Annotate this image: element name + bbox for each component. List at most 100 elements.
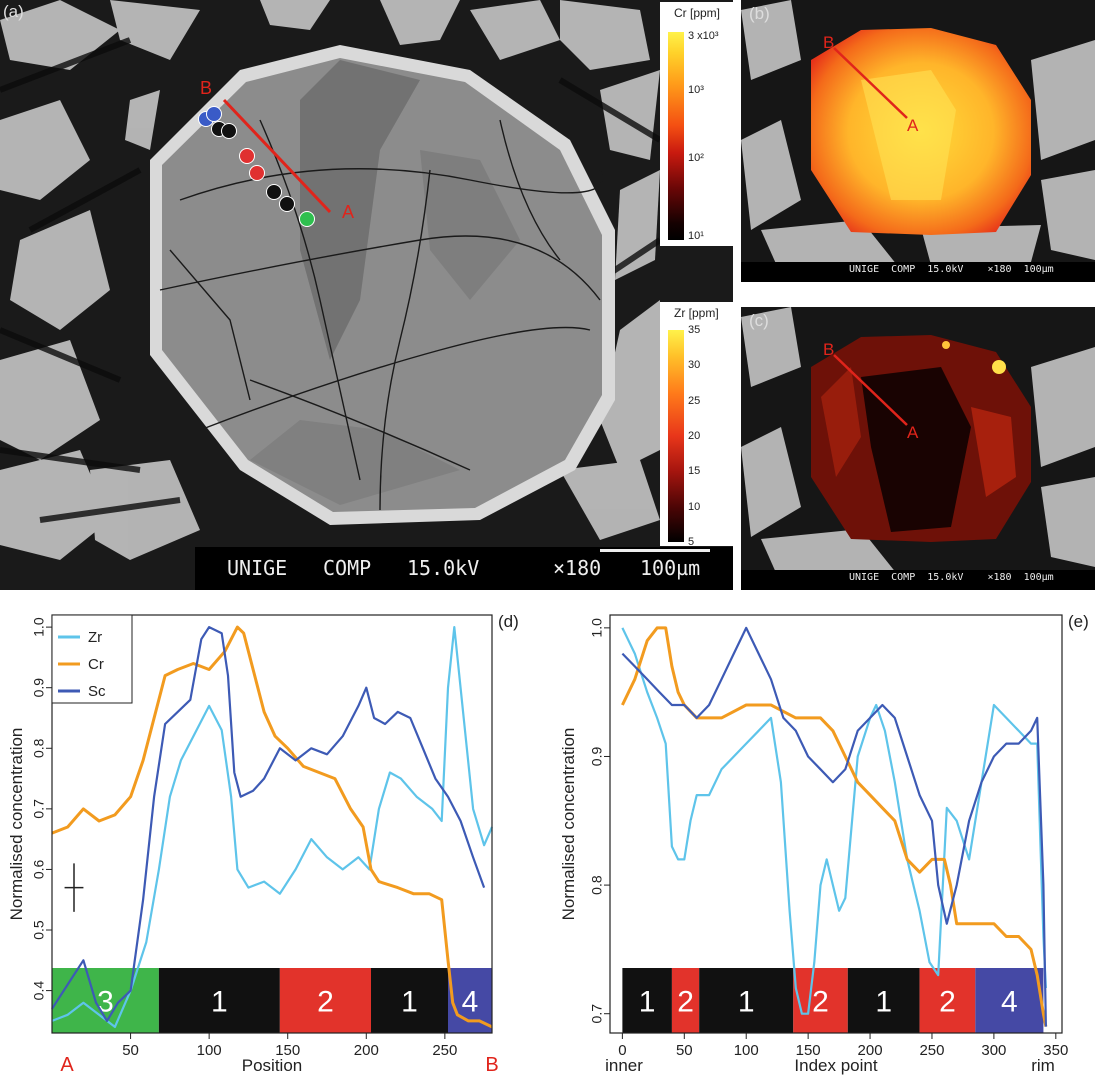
zone-label: 2 (939, 986, 956, 1019)
x-tick-label: 300 (981, 1042, 1006, 1059)
analysis-spot (206, 106, 222, 122)
sem-detector: UNIGE (227, 556, 288, 580)
sem-mag: ×180 (553, 556, 602, 580)
zone-label: 1 (211, 986, 228, 1019)
zr-tick: 15 (688, 465, 701, 478)
panel-c-texture (741, 307, 1095, 590)
zone-block (671, 968, 700, 1033)
x-tick-label: 150 (275, 1042, 300, 1059)
zr-tick: 10 (688, 500, 701, 513)
x-tick-label: 50 (676, 1042, 693, 1059)
zone-block (847, 968, 920, 1033)
analysis-spot (266, 184, 282, 200)
panel-label: (d) (498, 612, 519, 631)
zr-tick: 35 (688, 324, 701, 336)
legend-label-zr: Zr (88, 629, 102, 646)
y-tick-label: 0.4 (31, 981, 47, 1001)
series-line-cr (51, 625, 493, 1029)
panel-e-chart: 1 2 1 2 1 2 40 50 100 150 200 250 300 3500.70.80.91.0… (560, 612, 1089, 1075)
profile-start-label: A (60, 1054, 74, 1076)
y-axis-label: Normalised concentration (7, 728, 26, 921)
analysis-spot (239, 148, 255, 164)
cr-colorbar-box: Cr [ppm] 3 x10³ 10³ 10² 10¹ (660, 2, 733, 246)
x-tick-label: 250 (919, 1042, 944, 1059)
x-tick-label: 200 (354, 1042, 379, 1059)
zone-label: 2 (677, 986, 694, 1019)
sem-mode: COMP (323, 556, 372, 580)
series-line-cr (621, 626, 1048, 1027)
point-a-label-a: A (342, 202, 355, 222)
series-line-sc (621, 626, 1047, 1027)
y-tick-label: 0.9 (31, 678, 47, 698)
analysis-spot (299, 211, 315, 227)
zr-colorbar-gradient (668, 330, 684, 542)
sem-scale: 100µm (640, 556, 701, 580)
zone-block (793, 968, 848, 1033)
zr-colorbar-box: Zr [ppm] 35 30 25 20 15 10 5 (660, 302, 733, 548)
zone-label: 2 (812, 986, 829, 1019)
panel-b-texture (741, 0, 1095, 282)
zr-tick: 5 (688, 535, 695, 548)
y-tick-label: 1.0 (589, 618, 605, 638)
x-tick-label: 250 (432, 1042, 457, 1059)
zone-block (52, 968, 159, 1033)
panel-a-texture (0, 0, 733, 590)
analysis-spot (221, 123, 237, 139)
series-line-sc (51, 626, 486, 1022)
zr-colorbar-title: Zr [ppm] (674, 306, 719, 320)
legend-label-sc: Sc (88, 683, 106, 700)
zr-tick: 20 (688, 429, 701, 442)
panel-a-bse-image: (a) B A Cr [ppm] 3 x10³ 10³ 10² 10¹ Zr [… (0, 0, 733, 590)
x-axis-label: Position (242, 1056, 302, 1075)
zone-label: 4 (1001, 986, 1018, 1019)
cr-colorbar-title: Cr [ppm] (674, 6, 721, 20)
zone-block (975, 968, 1044, 1033)
series-line-zr (51, 626, 494, 1028)
zr-tick: 25 (688, 394, 701, 407)
zone-label: 4 (462, 986, 479, 1019)
cr-tick-3: 10¹ (688, 230, 704, 242)
legend: Zr Cr Sc (51, 614, 133, 704)
panel-b-cr-map: (b) B A UNIGE COMP 15.0kV ×180 100µm (741, 0, 1095, 282)
x-tick-label: 350 (1043, 1042, 1068, 1059)
point-b-label-b: B (823, 33, 835, 52)
x-tick-label: 150 (796, 1042, 821, 1059)
sem-kv: 15.0kV (407, 556, 480, 580)
plot-frame (609, 614, 1063, 1034)
y-axis-label: Normalised concentration (560, 728, 578, 921)
sem-info-bar-b: UNIGE COMP 15.0kV ×180 100µm (849, 264, 1054, 275)
sem-info-bar-c: UNIGE COMP 15.0kV ×180 100µm (849, 572, 1054, 583)
x-tick-label: 0 (618, 1042, 626, 1059)
profile-line-a (222, 98, 332, 214)
panel-c-label: (c) (749, 311, 769, 330)
profile-line-b (833, 47, 908, 119)
zone-block (279, 968, 371, 1033)
profile-line-c (833, 354, 908, 426)
analysis-spot (279, 196, 295, 212)
y-tick-label: 1.0 (31, 617, 47, 637)
x-tick-label: 100 (734, 1042, 759, 1059)
analysis-spots (0, 0, 733, 590)
point-b-label-c: B (823, 340, 835, 359)
point-a-label-b: A (907, 116, 919, 135)
zone-block (371, 968, 448, 1033)
y-tick-label: 0.8 (31, 738, 47, 758)
cr-tick-1: 10³ (688, 84, 704, 96)
cr-tick-0: 3 x10³ (688, 30, 719, 42)
zone-label: 1 (401, 986, 418, 1019)
crystal-body (162, 58, 602, 512)
y-tick-label: 0.7 (31, 799, 47, 819)
zone-label: 1 (639, 986, 656, 1019)
y-tick-label: 0.6 (31, 859, 47, 879)
x-tick-label: 200 (858, 1042, 883, 1059)
panel-a-label: (a) (3, 2, 24, 21)
zr-tick: 30 (688, 359, 701, 372)
point-a-label-c: A (907, 423, 919, 442)
panel-c-zr-map: (c) B A UNIGE COMP 15.0kV ×180 100µm (741, 307, 1095, 590)
legend-label-cr: Cr (88, 656, 104, 673)
panel-label: (e) (1068, 612, 1089, 631)
y-tick-label: 0.8 (589, 875, 605, 895)
zone-block (622, 968, 672, 1033)
x-axis-label: Index point (794, 1056, 877, 1075)
zone-block (699, 968, 794, 1033)
